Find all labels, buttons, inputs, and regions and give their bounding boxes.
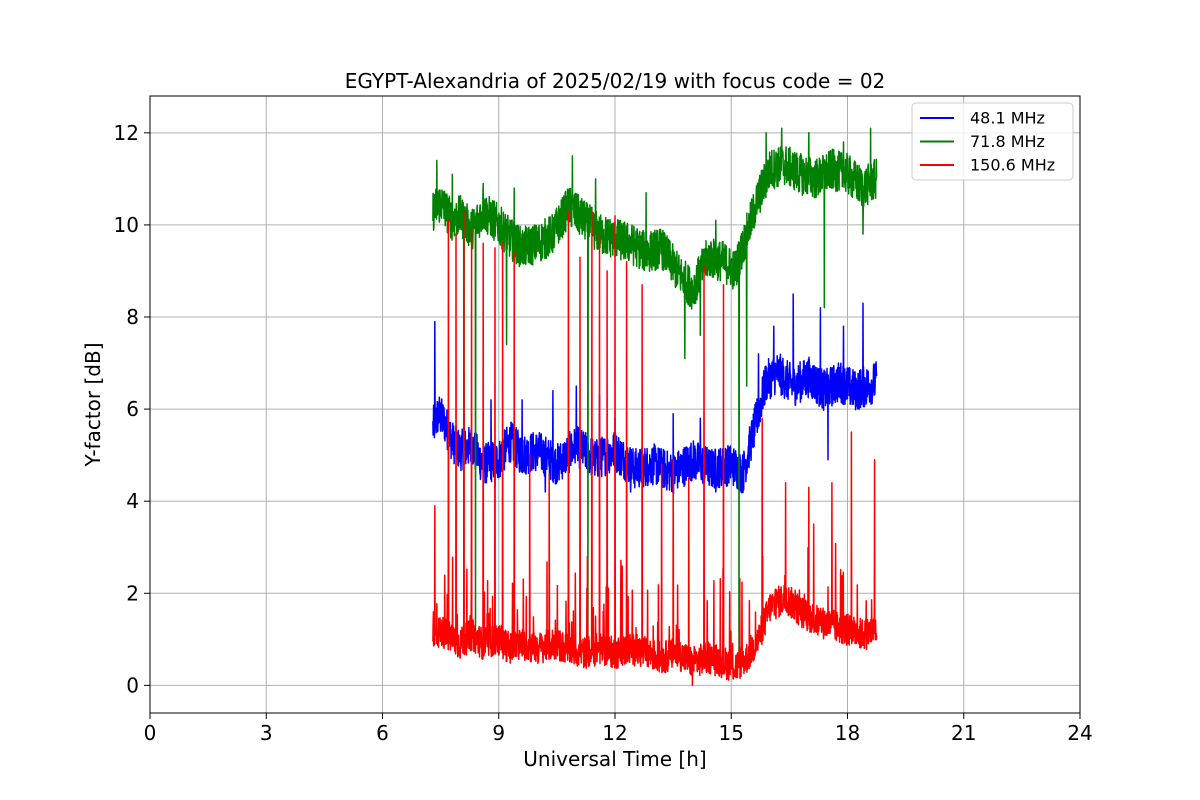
- legend: 48.1 MHz 71.8 MHz 150.6 MHz: [911, 102, 1074, 181]
- x-tick-label: 9: [492, 721, 505, 745]
- y-tick-label: 8: [126, 305, 139, 329]
- y-tick-label: 2: [126, 581, 139, 605]
- series-line-2: [432, 127, 878, 664]
- legend-entry-1: 48.1 MHz: [970, 109, 1045, 128]
- x-tick-label: 18: [835, 721, 860, 745]
- x-tick-label: 6: [376, 721, 389, 745]
- x-tick-label: 3: [260, 721, 273, 745]
- x-axis-label: Universal Time [h]: [523, 747, 706, 771]
- series-line-3: [432, 210, 878, 687]
- series-lines: [432, 127, 878, 687]
- x-tick-label: 0: [144, 721, 157, 745]
- legend-box: [911, 102, 1074, 181]
- y-tick-label: 4: [126, 489, 139, 513]
- y-tick-label: 0: [126, 673, 139, 697]
- y-tick-label: 10: [114, 213, 139, 237]
- x-tick-label: 24: [1067, 721, 1092, 745]
- x-tick-label: 15: [719, 721, 744, 745]
- chart-title: EGYPT-Alexandria of 2025/02/19 with focu…: [345, 69, 886, 93]
- x-tick-label: 12: [602, 721, 627, 745]
- legend-entry-3: 150.6 MHz: [970, 156, 1055, 175]
- legend-entry-2: 71.8 MHz: [970, 132, 1045, 151]
- y-tick-label: 12: [114, 121, 139, 145]
- y-axis-label: Y-factor [dB]: [81, 342, 105, 467]
- y-tick-label: 6: [126, 397, 139, 421]
- series-line-1: [432, 293, 878, 495]
- x-tick-label: 21: [951, 721, 976, 745]
